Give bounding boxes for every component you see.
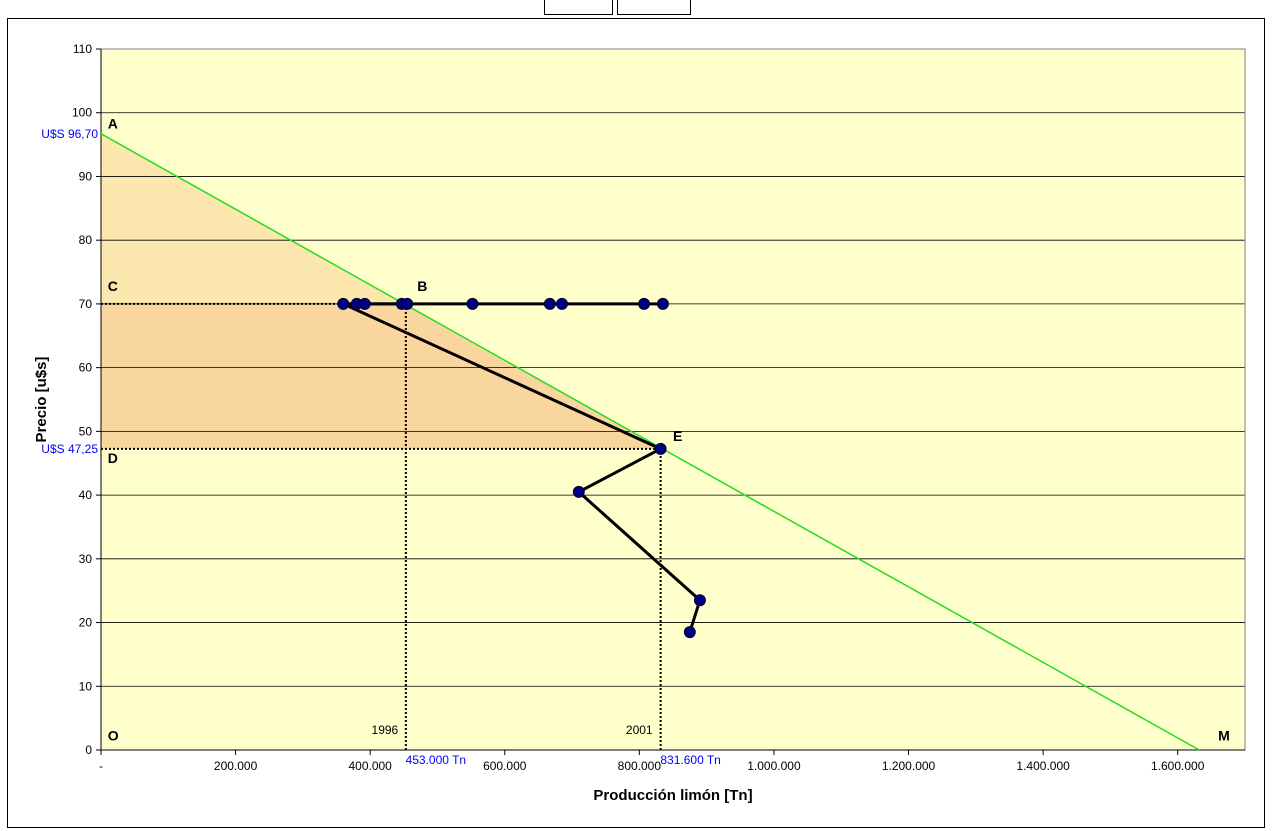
data-point <box>466 297 479 310</box>
x-value-label: 831.600 Tn <box>660 753 721 767</box>
data-point <box>555 297 568 310</box>
data-point <box>654 442 667 455</box>
chart-svg: - 200.000 400.000 600.000 800.000 1.000.000 1.… <box>33 42 1246 804</box>
point-letter-label: C <box>108 278 118 294</box>
point-letter-label: B <box>417 278 427 294</box>
point-letter-label: M <box>1218 727 1230 743</box>
data-point <box>401 297 414 310</box>
x-tick-labels: - 200.000 400.000 600.000 800.000 1.000.000 1.… <box>99 759 1205 773</box>
y-tick-label: 60 <box>79 361 93 375</box>
y-tick-label: 50 <box>79 424 93 438</box>
x-tick-label: 400.000 <box>348 759 392 773</box>
y-axis-title: Precio [u$s] <box>33 357 50 443</box>
x-tick-label: 800.000 <box>618 759 662 773</box>
data-point <box>638 297 651 310</box>
data-point <box>572 485 585 498</box>
x-value-label: 453.000 Tn <box>406 753 467 767</box>
y-tick-label: 110 <box>73 42 92 56</box>
data-points <box>337 297 706 639</box>
x-tick-label: 1.600.000 <box>1151 759 1205 773</box>
x-tick-label: 1.000.000 <box>747 759 801 773</box>
y-tick-label: 90 <box>79 169 93 183</box>
y-value-label: U$S 96,70 <box>41 127 98 141</box>
axes <box>96 48 1246 755</box>
year-label: 1996 <box>372 723 399 737</box>
data-point <box>337 297 350 310</box>
reference-lines <box>101 302 662 750</box>
y-tick-label: 0 <box>85 743 92 757</box>
x-tick-label: - <box>99 759 103 773</box>
y-value-label: U$S 47,25 <box>41 442 98 456</box>
x-tick-label: 1.200.000 <box>882 759 936 773</box>
y-tick-label: 80 <box>79 233 93 247</box>
data-point <box>683 626 696 639</box>
demand-line <box>100 133 1200 751</box>
point-letter-label: D <box>108 450 118 466</box>
y-tick-label: 70 <box>79 297 93 311</box>
x-tick-label: 1.400.000 <box>1016 759 1070 773</box>
shade-lower-triangle <box>101 303 661 449</box>
top-decorations <box>0 0 1272 18</box>
point-letter-label: O <box>108 727 119 743</box>
x-tick-label: 600.000 <box>483 759 527 773</box>
y-tick-label: 10 <box>79 679 93 693</box>
data-point <box>693 594 706 607</box>
data-point <box>543 297 556 310</box>
y-tick-label: 100 <box>72 106 92 120</box>
y-tick-label: 30 <box>79 552 93 566</box>
top-box-right <box>617 0 691 15</box>
chart-frame: - 200.000 400.000 600.000 800.000 1.000.000 1.… <box>7 18 1265 828</box>
year-label: 2001 <box>626 723 653 737</box>
y-tick-label: 20 <box>79 616 93 630</box>
x-axis-title: Producción limón [Tn] <box>593 787 752 804</box>
x-tick-label: 200.000 <box>214 759 258 773</box>
y-tick-label: 40 <box>79 488 93 502</box>
data-point <box>656 297 669 310</box>
y-tick-labels: 0 10 20 30 40 50 60 70 80 90 100 110 <box>72 42 92 757</box>
annotations: A B C D E O M 1996 2001 <box>108 116 1230 744</box>
point-letter-label: E <box>673 428 682 444</box>
value-labels: U$S 96,70 U$S 47,25 453.000 Tn 831.600 Tn <box>41 127 721 767</box>
data-point <box>358 297 371 310</box>
top-box-left <box>544 0 613 15</box>
point-letter-label: A <box>108 116 118 132</box>
